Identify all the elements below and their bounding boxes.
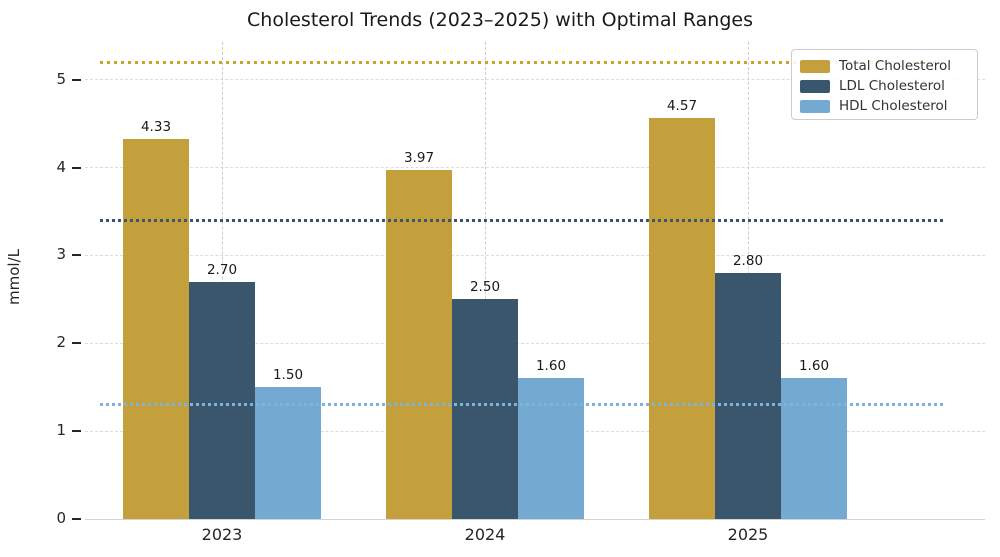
bar-ldl-cholesterol-2025	[715, 273, 781, 519]
legend-swatch-icon	[800, 59, 830, 73]
y-tick-label-3: 3	[56, 245, 66, 264]
legend-swatch-icon	[800, 79, 830, 93]
y-tick-3	[72, 254, 81, 257]
x-tick-label-2025: 2025	[727, 525, 769, 544]
y-tick-2	[72, 342, 81, 345]
legend: Total Cholesterol LDL Cholesterol HDL Chol…	[791, 49, 978, 120]
gridline-y-5	[85, 79, 985, 81]
legend-swatch-icon	[800, 99, 830, 113]
x-tick-label-2024: 2024	[464, 525, 506, 544]
y-tick-label-1: 1	[56, 421, 66, 440]
bar-total-cholesterol-2025	[649, 117, 715, 519]
legend-label: HDL Cholesterol	[839, 98, 948, 114]
gridline-y-4	[85, 167, 985, 169]
y-axis-label: mmol/L	[5, 249, 23, 305]
bar-value-total-cholesterol-2024: 3.97	[403, 150, 435, 167]
bar-value-ldl-cholesterol-2025: 2.80	[732, 253, 764, 270]
y-tick-5	[72, 78, 81, 81]
gridline-x-2023	[221, 42, 223, 519]
legend-label: LDL Cholesterol	[839, 78, 945, 94]
y-tick-0	[72, 518, 81, 520]
legend-item-hdl-cholesterol: HDL Cholesterol	[800, 96, 969, 116]
bar-value-ldl-cholesterol-2024: 2.50	[469, 279, 501, 296]
bar-total-cholesterol-2023	[123, 138, 189, 519]
y-tick-1	[72, 430, 81, 433]
chart-title: Cholesterol Trends (2023–2025) with Opti…	[247, 9, 753, 31]
y-tick-4	[72, 166, 81, 169]
gridline-y-3	[85, 254, 985, 256]
bar-hdl-cholesterol-2025	[781, 378, 847, 519]
x-axis-line	[85, 519, 985, 520]
bar-value-hdl-cholesterol-2023: 1.50	[272, 367, 304, 384]
bar-ldl-cholesterol-2023	[189, 281, 255, 519]
bar-value-hdl-cholesterol-2024: 1.60	[535, 358, 567, 375]
bar-ldl-cholesterol-2024	[452, 299, 518, 519]
y-tick-label-2: 2	[56, 333, 66, 352]
bar-total-cholesterol-2024	[386, 170, 452, 519]
legend-item-total-cholesterol: Total Cholesterol	[800, 56, 969, 76]
bar-value-total-cholesterol-2025: 4.57	[666, 97, 698, 114]
bar-value-hdl-cholesterol-2025: 1.60	[798, 358, 830, 375]
bar-value-ldl-cholesterol-2023: 2.70	[206, 261, 238, 278]
legend-label: Total Cholesterol	[839, 58, 952, 74]
y-tick-label-0: 0	[56, 509, 66, 527]
x-tick-label-2023: 2023	[201, 525, 243, 544]
bar-hdl-cholesterol-2024	[518, 378, 584, 519]
gridline-y-2	[85, 342, 985, 344]
refline-total-cholesterol-optimal-max	[100, 60, 945, 64]
bar-hdl-cholesterol-2023	[255, 387, 321, 519]
refline-ldl-cholesterol-optimal-max	[100, 218, 945, 222]
y-tick-label-4: 4	[56, 157, 66, 176]
refline-hdl-cholesterol-optimal-min	[100, 403, 945, 407]
y-tick-label-5: 5	[56, 69, 66, 88]
bar-value-total-cholesterol-2023: 4.33	[140, 118, 172, 135]
legend-item-ldl-cholesterol: LDL Cholesterol	[800, 76, 969, 96]
gridline-x-2024	[484, 42, 486, 519]
